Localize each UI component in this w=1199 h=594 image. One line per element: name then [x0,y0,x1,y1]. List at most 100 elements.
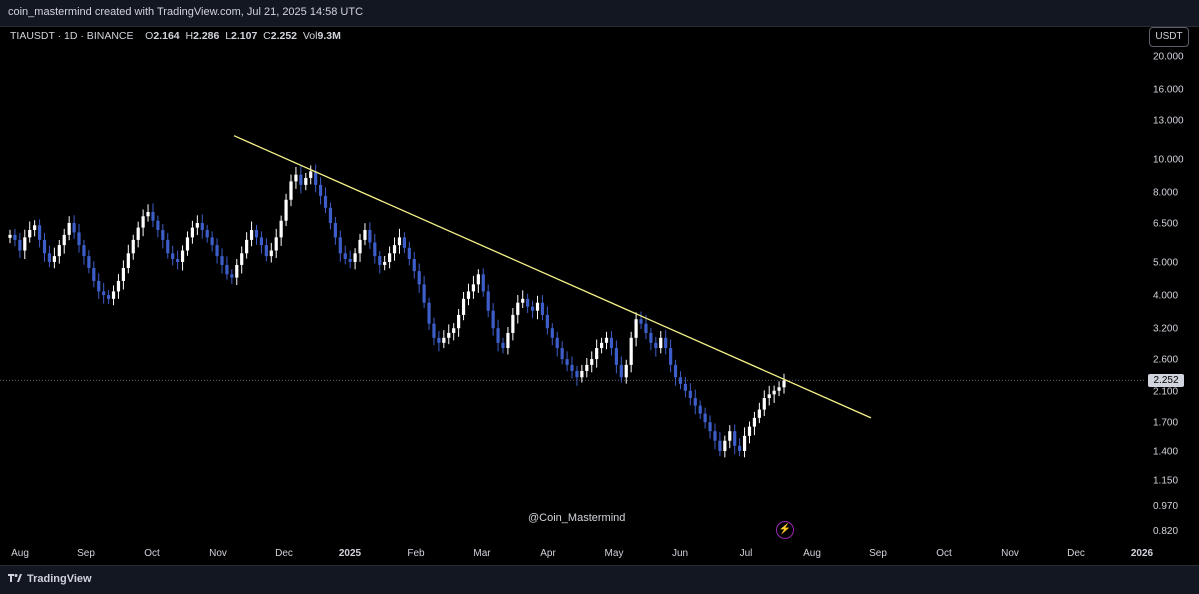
candle-body [230,274,234,278]
lightning-icon[interactable]: ⚡ [776,521,794,539]
x-tick-label: Aug [11,548,29,559]
candle-body [254,229,259,238]
y-tick-label: 20.000 [1153,52,1184,63]
y-tick-label: 1.700 [1153,418,1178,429]
candle-body [8,234,12,238]
candle-body [437,337,441,343]
candle-body [407,247,411,260]
candle-body [363,229,367,240]
candle-body [471,284,476,292]
volume-value: 9.3M [317,30,341,42]
brand-label: TradingView [27,573,92,585]
candle-body [673,364,678,378]
candle-body [82,245,86,257]
open-value: 2.164 [153,30,180,42]
x-tick-label: Apr [540,548,556,559]
candle-body [397,237,402,246]
candle-body [757,409,761,418]
candle-body [259,237,264,246]
candle-body [506,332,510,349]
candle-body [180,250,185,262]
candle-body [575,370,579,378]
x-tick-label: Dec [1067,548,1085,559]
candle-body [225,264,229,275]
candle-body [427,302,431,324]
candle-body [560,348,564,360]
candle-body [772,390,776,395]
candle-body [585,364,589,371]
candle-body [97,280,101,292]
x-tick-label: 2025 [339,548,362,559]
y-tick-label: 6.500 [1153,218,1178,229]
candle-body [111,291,116,299]
y-tick-label: 2.100 [1153,386,1178,397]
candle-body [683,383,688,391]
candle-body [13,234,17,240]
candle-body [343,253,347,260]
candle-body [156,220,160,230]
bottom-brand-bar: TradingView [0,565,1199,594]
candle-body [215,245,219,257]
candle-body [639,319,643,324]
y-tick-label: 13.000 [1153,116,1184,127]
candle-body [747,426,752,436]
x-tick-label: Aug [803,548,821,559]
open-label: O [145,30,154,42]
candle-body [318,184,323,196]
x-tick-label: 2026 [1131,548,1154,559]
candle-body [116,280,121,292]
x-tick-label: Dec [275,548,293,559]
candle-body [476,274,480,285]
candle-body [166,239,170,254]
x-tick-label: Oct [144,548,160,559]
candle-body [141,216,145,228]
currency-button[interactable]: USDT [1149,27,1189,47]
high-value: 2.286 [193,30,220,42]
candle-body [550,328,554,338]
candle-body [501,342,505,349]
candle-body [777,387,781,391]
candle-body [323,195,328,208]
candle-body [614,348,618,365]
candle-body [309,171,313,178]
candle-body [693,398,697,406]
candle-body [126,253,130,269]
candle-body [195,222,199,228]
candle-body [634,319,638,338]
candle-body [417,271,421,285]
candle-body [486,291,490,311]
x-tick-label: Sep [869,548,887,559]
candle-body [447,332,451,338]
candle-body [87,256,91,269]
candle-body [481,274,485,292]
candle-body [649,332,653,343]
x-tick-label: Jul [740,548,753,559]
candle-body [368,229,372,243]
candle-body [599,342,604,349]
candle-body [595,348,599,360]
y-tick-label: 0.820 [1153,526,1178,537]
candle-body [171,253,175,260]
chart-area[interactable] [0,27,1199,565]
candle-body [570,364,574,371]
candle-body [240,253,244,265]
candle-body [738,445,742,451]
candle-body [106,295,111,299]
candle-body [516,302,520,315]
candle-body [373,242,377,257]
candle-body [299,174,303,185]
volume-label: Vol [302,30,318,42]
candle-body [388,253,392,262]
candle-body [545,314,549,329]
candle-body [742,435,747,451]
candle-body [190,227,195,238]
candle-body [718,440,722,451]
tradingview-brand[interactable]: TradingView [8,573,92,585]
low-value: 2.107 [231,30,258,42]
x-tick-label: Mar [473,548,491,559]
candle-body [57,245,61,257]
candle-body [535,302,540,311]
candle-body [526,298,530,307]
candle-body [264,245,268,257]
